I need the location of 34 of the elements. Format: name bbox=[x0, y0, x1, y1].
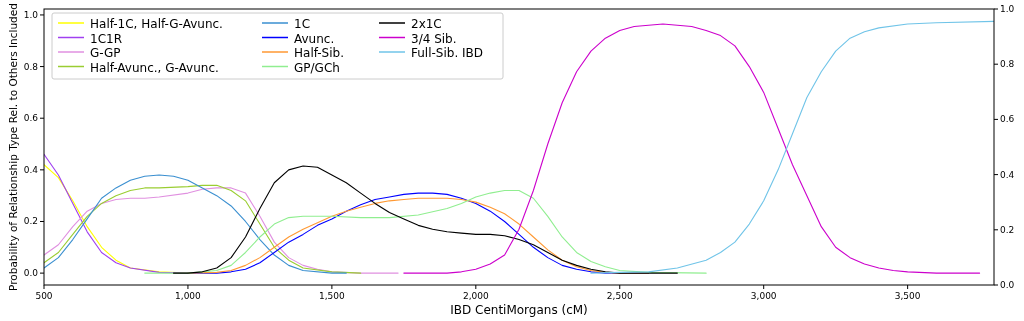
x-tick-label: 1,500 bbox=[319, 291, 346, 301]
x-tick-label: 3,000 bbox=[750, 291, 777, 301]
legend-label: Avunc. bbox=[294, 31, 335, 46]
legend-label: Half-Sib. bbox=[294, 46, 344, 60]
y2-tick-label: 0.6 bbox=[1000, 114, 1015, 125]
y2-tick-label: 0.4 bbox=[1000, 169, 1015, 180]
legend-label: Half-Avunc., G-Avunc. bbox=[90, 60, 219, 75]
x-tick-label: 1,000 bbox=[175, 291, 202, 301]
y2-tick-label: 0.8 bbox=[1000, 59, 1015, 70]
x-tick-label: 2,500 bbox=[606, 291, 633, 301]
y2-tick-label: 1.0 bbox=[1000, 4, 1015, 14]
x-tick-label: 500 bbox=[35, 291, 53, 301]
line-series bbox=[173, 165, 678, 274]
legend-label: Half-1C, Half-G-Avunc. bbox=[90, 17, 223, 31]
legend-label: 1C bbox=[294, 17, 311, 31]
y2-tick-label: 0.0 bbox=[1000, 280, 1015, 290]
x-tick-label: 3,500 bbox=[894, 291, 921, 301]
legend-label: 2x1C bbox=[411, 17, 442, 31]
y-tick-label: 0.4 bbox=[23, 164, 39, 175]
legend-label: Full-Sib. IBD bbox=[411, 46, 484, 60]
x-tick-label: 2,000 bbox=[462, 291, 489, 301]
y-tick-label: 0.2 bbox=[23, 216, 38, 227]
legend-label: GP/GCh bbox=[294, 60, 340, 75]
y2-tick-label: 0.2 bbox=[1000, 224, 1015, 235]
legend-label: G-GP bbox=[90, 46, 121, 60]
y-tick-label: 1.0 bbox=[23, 9, 39, 20]
legend-label: 1C1R bbox=[90, 31, 122, 46]
y-tick-label: 0.8 bbox=[23, 61, 39, 72]
y-tick-label: 0.6 bbox=[23, 113, 39, 124]
y-axis-title: Probability of Relationship Type Rel. to Others Included bbox=[7, 3, 19, 291]
y-tick-label: 0.0 bbox=[23, 268, 39, 279]
x-axis-title: IBD CentiMorgans (cM) bbox=[450, 303, 588, 317]
line-series bbox=[590, 20, 994, 274]
legend-label: 3/4 Sib. bbox=[411, 31, 457, 46]
